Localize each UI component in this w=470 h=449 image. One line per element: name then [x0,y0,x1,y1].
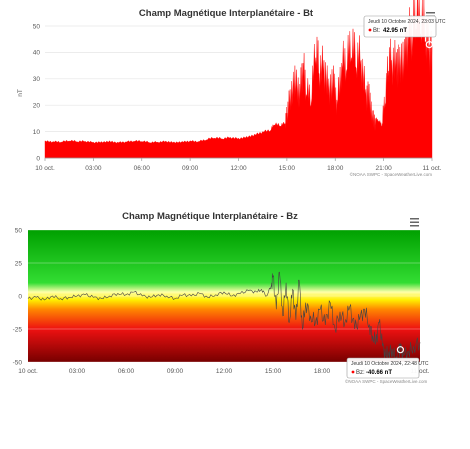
bz-tooltip-label: Bz: [356,370,365,376]
bt-area-series [44,0,433,159]
bz-x-tick-label: 10 oct. [18,368,38,375]
bz-y-tick-label: -50 [13,359,23,366]
bz-tooltip: Jeudi 10 Octobre 2024, 22:48 UTC Bz: -40… [346,357,429,379]
bt-x-tick-label: 15:00 [279,165,296,172]
bt-x-tick-label: 10 oct. [35,165,55,172]
bz-tooltip-marker [396,346,404,354]
bz-x-tick-label: 15:00 [265,368,282,375]
bt-tooltip-value: 42.95 nT [383,28,407,34]
bt-y-tick-label: 0 [36,155,40,162]
bt-y-tick-label: 20 [33,103,41,110]
bz-x-tick-label: 06:00 [118,368,135,375]
bt-y-axis-label: nT [17,89,24,97]
bt-tooltip-date: Jeudi 10 Octobre 2024, 23:03 UTC [368,19,446,25]
bz-tooltip-bullet [351,370,355,374]
bt-chart-title: Champ Magnétique Interplanétaire - Bt [139,8,314,19]
bz-x-tick-label: 11 oct. [410,368,429,375]
bt-y-tick-label: 40 [33,50,41,57]
bt-tooltip-marker [425,40,433,49]
bt-x-tick-label: 18:00 [327,165,344,172]
bt-tooltip: Jeudi 10 Octobre 2024, 23:03 UTC Bt: 42.… [363,15,446,38]
bz-menu-icon[interactable] [410,218,419,227]
bz-y-tick-label: 0 [18,293,22,300]
bt-x-tick-label: 11 oct. [422,165,441,172]
bz-chart: Champ Magnétique Interplanétaire - Bz 50… [13,211,430,384]
bz-x-tick-label: 09:00 [167,368,184,375]
bz-x-tick-label: 18:00 [314,368,331,375]
bz-y-tick-label: 50 [15,227,23,234]
bt-chart: Champ Magnétique Interplanétaire - Bt nT… [17,0,446,177]
bz-chart-title: Champ Magnétique Interplanétaire - Bz [122,211,298,222]
bz-y-tick-label: 25 [15,260,23,267]
bt-tooltip-bullet [368,28,372,32]
bt-credit: ©NOAA SWPC - SpaceWeatherLive.com [350,171,433,177]
bt-y-tick-label: 30 [33,76,41,83]
bz-line-series [27,271,421,362]
bt-x-tick-label: 06:00 [134,165,151,172]
bt-x-tick-label: 09:00 [182,165,199,172]
bz-tooltip-value: -40.66 nT [366,370,392,376]
bt-x-tick-label: 12:00 [230,165,247,172]
bz-tooltip-date: Jeudi 10 Octobre 2024, 22:48 UTC [351,361,429,367]
bt-y-tick-label: 10 [33,129,41,136]
bt-tooltip-label: Bt: [373,28,381,34]
bz-x-tick-label: 12:00 [216,368,233,375]
bz-credit: ©NOAA SWPC - SpaceWeatherLive.com [345,378,428,384]
bt-x-tick-label: 21:00 [375,165,392,172]
bt-x-tick-label: 03:00 [85,165,102,172]
bt-y-tick-label: 50 [33,23,41,30]
bz-y-tick-label: -25 [13,326,23,333]
bz-x-tick-label: 03:00 [69,368,86,375]
